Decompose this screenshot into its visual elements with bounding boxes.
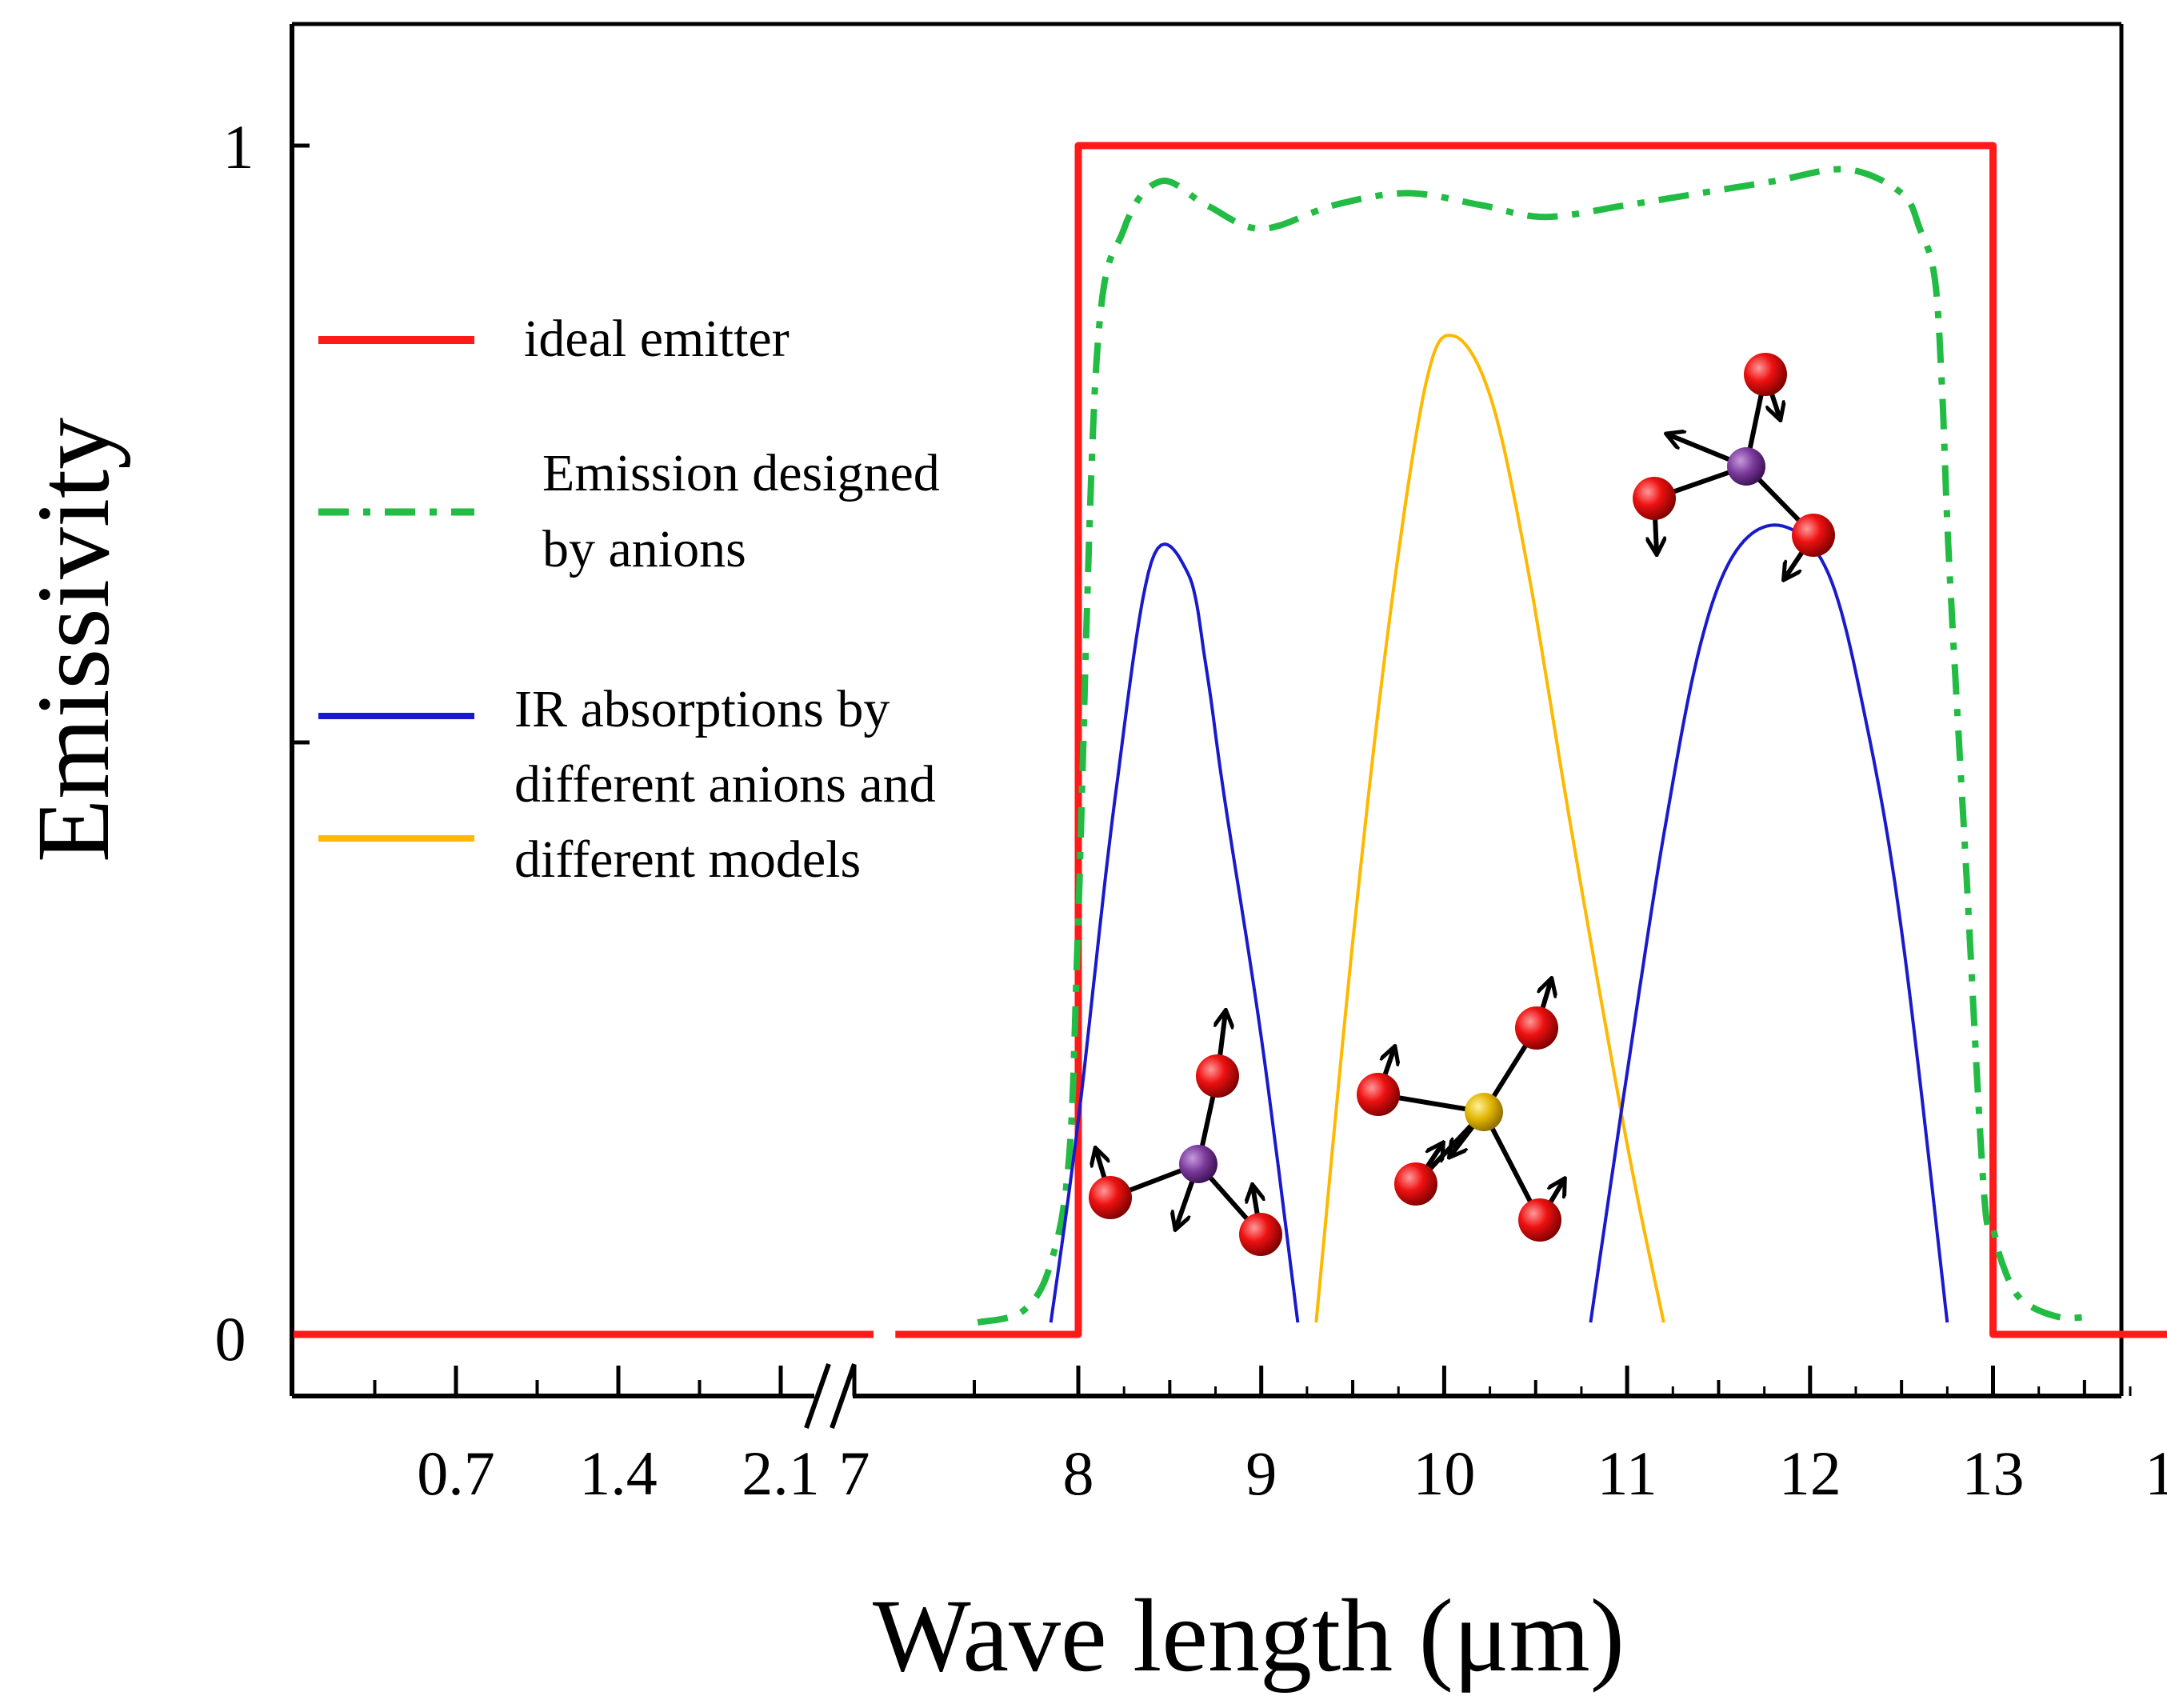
legend-label-anions-line-2: by anions xyxy=(542,520,746,578)
x-tick-label: 13 xyxy=(1962,1438,2025,1508)
oxygen-atom-icon xyxy=(1515,1006,1558,1050)
plot-frame: 1 0 xyxy=(215,22,2124,1429)
x-tick-label: 7 xyxy=(839,1438,870,1508)
oxygen-atom-icon xyxy=(1357,1073,1400,1116)
x-tick-label: 12 xyxy=(1779,1438,1841,1508)
x-tick-label: 9 xyxy=(1245,1438,1277,1508)
y-tick-label-0: 0 xyxy=(215,1304,246,1374)
x-axis-title: Wave length (μm) xyxy=(873,1578,1625,1694)
x-tick-label: 10 xyxy=(1413,1438,1475,1508)
molecule-inset-1 xyxy=(1089,1012,1282,1256)
y-tick-label-1: 1 xyxy=(223,112,254,182)
x-tick-label: 2.1 xyxy=(742,1438,820,1508)
axis-break-marks xyxy=(804,1363,857,1429)
oxygen-atom-icon xyxy=(1518,1198,1561,1242)
legend-label-ir-line-2: different anions and xyxy=(514,755,936,814)
central-atom-icon xyxy=(1465,1093,1503,1131)
x-ticks: 0.71.42.1789101112131415 xyxy=(373,1366,2167,1508)
oxygen-atom-icon xyxy=(1089,1176,1132,1219)
legend-label-ideal-line-1: ideal emitter xyxy=(524,310,790,368)
oxygen-atom-icon xyxy=(1633,477,1676,520)
oxygen-atom-icon xyxy=(1394,1162,1437,1206)
y-axis-title: Emissivity xyxy=(16,418,131,862)
legend-label-ir-line-1: IR absorptions by xyxy=(514,680,890,738)
oxygen-atom-icon xyxy=(1196,1054,1239,1098)
legend-label-anions-line-1: Emission designed xyxy=(542,444,940,502)
x-tick-label: 0.7 xyxy=(417,1438,495,1508)
ir-absorption-band-4 xyxy=(1589,523,1949,1323)
molecule-inset-2 xyxy=(1357,980,1564,1242)
ir-absorption-band-2 xyxy=(1049,542,1300,1323)
molecule-inset-3 xyxy=(1633,353,1835,578)
central-atom-icon xyxy=(1179,1145,1217,1183)
ir-absorption-band-3 xyxy=(1314,334,1665,1323)
series xyxy=(294,142,2167,1338)
oxygen-atom-icon xyxy=(1744,353,1787,396)
x-tick-label: 14 xyxy=(2145,1438,2167,1508)
x-tick-label: 11 xyxy=(1597,1438,1657,1508)
anion-emission-line xyxy=(977,166,2096,1326)
legend: ideal emitter Emission designed by anion… xyxy=(318,310,940,889)
oxygen-atom-icon xyxy=(1239,1213,1282,1256)
central-atom-icon xyxy=(1727,447,1765,486)
legend-label-ir-line-3: different models xyxy=(514,830,861,889)
x-tick-label: 8 xyxy=(1063,1438,1094,1508)
x-tick-label: 1.4 xyxy=(579,1438,658,1508)
ideal-emitter-line-segment-1 xyxy=(895,142,2167,1338)
oxygen-atom-icon xyxy=(1792,514,1835,557)
